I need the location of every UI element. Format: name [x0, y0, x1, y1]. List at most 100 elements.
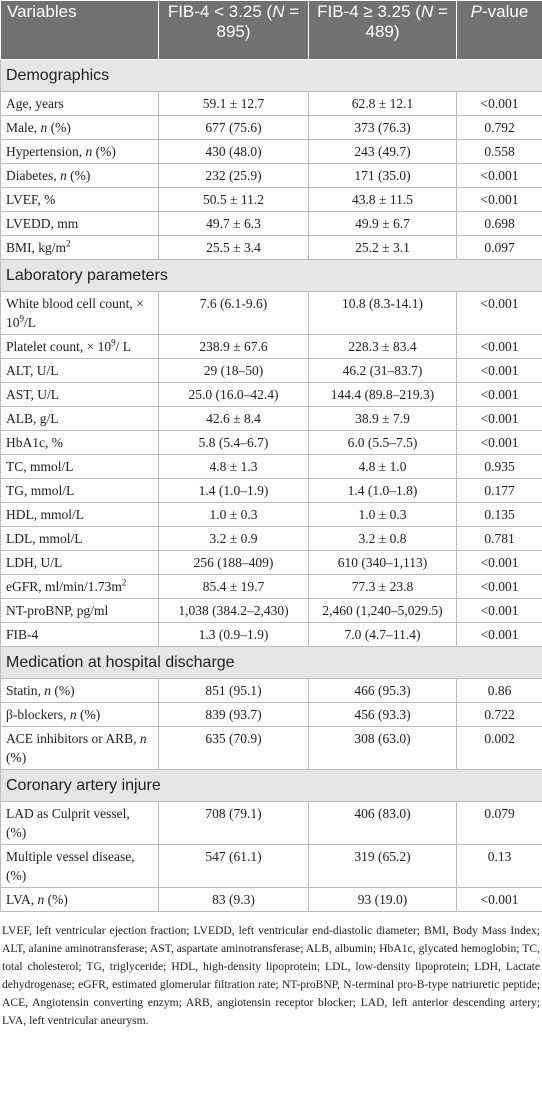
value-cell: 1.0 ± 0.3	[158, 502, 309, 527]
variable-cell: Multiple vessel disease, (%)	[0, 844, 159, 888]
value-cell: 25.2 ± 3.1	[308, 235, 457, 260]
data-row: LVEF, % 50.5 ± 11.2 43.8 ± 11.5 <0.001	[0, 187, 542, 212]
value-cell: 77.3 ± 23.8	[308, 574, 457, 599]
variable-cell: TC, mmol/L	[0, 454, 159, 479]
variable-cell: ALB, g/L	[0, 406, 159, 431]
value-cell: 85.4 ± 19.7	[158, 574, 309, 599]
variable-cell: White blood cell count, × 109/L	[0, 291, 159, 335]
value-cell: 83 (9.3)	[158, 887, 309, 912]
value-cell: 171 (35.0)	[308, 163, 457, 188]
variable-cell: LVEF, %	[0, 187, 159, 212]
variable-cell: BMI, kg/m2	[0, 235, 159, 260]
value-cell: 46.2 (31–83.7)	[308, 358, 457, 383]
superscript: 2	[121, 577, 127, 588]
footnote: LVEF, left ventricular ejection fraction…	[2, 924, 540, 1027]
p-value-cell: <0.001	[456, 291, 542, 335]
p-value-cell: <0.001	[456, 91, 542, 116]
p-value-cell: <0.001	[456, 550, 542, 575]
text-segment: -value	[482, 2, 529, 21]
variable-cell: HDL, mmol/L	[0, 502, 159, 527]
column-header: FIB-4 < 3.25 (N = 895)	[158, 0, 309, 60]
section-row: Medication at hospital discharge	[0, 646, 542, 679]
section-title: Demographics	[0, 59, 542, 92]
text-segment: LVA,	[6, 892, 38, 907]
p-value-cell: 0.935	[456, 454, 542, 479]
variable-cell: Hypertension, n (%)	[0, 139, 159, 164]
superscript: 9	[111, 337, 116, 348]
data-row: NT-proBNP, pg/ml 1,038 (384.2–2,430) 2,460…	[0, 598, 542, 623]
text-segment: TG, mmol/L	[6, 483, 75, 498]
section-title: Coronary artery injure	[0, 769, 542, 802]
section-title: Medication at hospital discharge	[0, 646, 542, 679]
variable-cell: TG, mmol/L	[0, 478, 159, 503]
value-cell: 50.5 ± 11.2	[158, 187, 309, 212]
p-value-cell: 0.781	[456, 526, 542, 551]
text-segment: (%)	[44, 892, 68, 907]
p-value-cell: <0.001	[456, 574, 542, 599]
variable-cell: Male, n (%)	[0, 115, 159, 140]
data-row: LDL, mmol/L 3.2 ± 0.9 3.2 ± 0.8 0.781	[0, 526, 542, 551]
value-cell: 373 (76.3)	[308, 115, 457, 140]
text-segment: β-blockers,	[6, 707, 70, 722]
data-row: LDH, U/L 256 (188–409) 610 (340–1,113) <0.0…	[0, 550, 542, 575]
text-segment: Age, years	[6, 96, 64, 111]
value-cell: 456 (93.3)	[308, 702, 457, 727]
italic-text: n	[85, 144, 93, 159]
italic-text: n	[69, 707, 77, 722]
value-cell: 547 (61.1)	[158, 844, 309, 888]
text-segment: LVEDD, mm	[6, 216, 79, 231]
variable-cell: Diabetes, n (%)	[0, 163, 159, 188]
value-cell: 4.8 ± 1.0	[308, 454, 457, 479]
column-header: FIB-4 ≥ 3.25 (N = 489)	[308, 0, 457, 60]
value-cell: 243 (49.7)	[308, 139, 457, 164]
p-value-cell: <0.001	[456, 163, 542, 188]
value-cell: 25.0 (16.0–42.4)	[158, 382, 309, 407]
p-value-cell: 0.13	[456, 844, 542, 888]
data-row: Age, years 59.1 ± 12.7 62.8 ± 12.1 <0.001	[0, 91, 542, 116]
section-row: Laboratory parameters	[0, 259, 542, 292]
data-row: White blood cell count, × 109/L 7.6 (6.1-…	[0, 291, 542, 335]
data-row: Hypertension, n (%) 430 (48.0) 243 (49.7) 0…	[0, 139, 542, 164]
header-row: Variables FIB-4 < 3.25 (N = 895) FIB-4 ≥ 3…	[0, 0, 542, 60]
p-value-cell: 0.792	[456, 115, 542, 140]
text-segment: eGFR, ml/min/1.73m	[6, 579, 122, 594]
variable-cell: Age, years	[0, 91, 159, 116]
variable-cell: LVA, n (%)	[0, 887, 159, 912]
text-segment: Variables	[7, 2, 77, 21]
data-row: β-blockers, n (%) 839 (93.7) 456 (93.3) 0.7…	[0, 702, 542, 727]
value-cell: 1.3 (0.9–1.9)	[158, 622, 309, 647]
text-segment: FIB-4 ≥ 3.25 (	[317, 2, 421, 21]
p-value-cell: 0.698	[456, 211, 542, 236]
text-segment: LDH, U/L	[6, 555, 63, 570]
p-value-cell: <0.001	[456, 382, 542, 407]
text-segment: = 489)	[365, 2, 448, 41]
data-row: ALB, g/L 42.6 ± 8.4 38.9 ± 7.9 <0.001	[0, 406, 542, 431]
value-cell: 5.8 (5.4–6.7)	[158, 430, 309, 455]
value-cell: 43.8 ± 11.5	[308, 187, 457, 212]
p-value-cell: <0.001	[456, 622, 542, 647]
text-segment: LDL, mmol/L	[6, 531, 83, 546]
variable-cell: LDL, mmol/L	[0, 526, 159, 551]
italic-text: N	[420, 2, 434, 21]
p-value-cell: <0.001	[456, 334, 542, 359]
value-cell: 25.5 ± 3.4	[158, 235, 309, 260]
text-segment: NT-proBNP, pg/ml	[6, 603, 109, 618]
value-cell: 238.9 ± 67.6	[158, 334, 309, 359]
text-segment: (%)	[6, 750, 27, 765]
value-cell: 93 (19.0)	[308, 887, 457, 912]
italic-text: n	[40, 120, 48, 135]
text-segment: FIB-4	[6, 627, 39, 642]
data-row: ALT, U/L 29 (18–50) 46.2 (31–83.7) <0.001	[0, 358, 542, 383]
value-cell: 228.3 ± 83.4	[308, 334, 457, 359]
data-row: AST, U/L 25.0 (16.0–42.4) 144.4 (89.8–219.…	[0, 382, 542, 407]
p-value-cell: 0.86	[456, 678, 542, 703]
section-title: Laboratory parameters	[0, 259, 542, 292]
p-value-cell: <0.001	[456, 358, 542, 383]
data-row: LVA, n (%) 83 (9.3) 93 (19.0) <0.001	[0, 887, 542, 912]
text-segment: FIB-4 < 3.25 (	[167, 2, 273, 21]
text-segment: Male,	[6, 120, 41, 135]
p-value-cell: 0.722	[456, 702, 542, 727]
text-segment: (%)	[92, 144, 116, 159]
text-segment: LAD as Culprit vessel, (%)	[6, 806, 130, 840]
